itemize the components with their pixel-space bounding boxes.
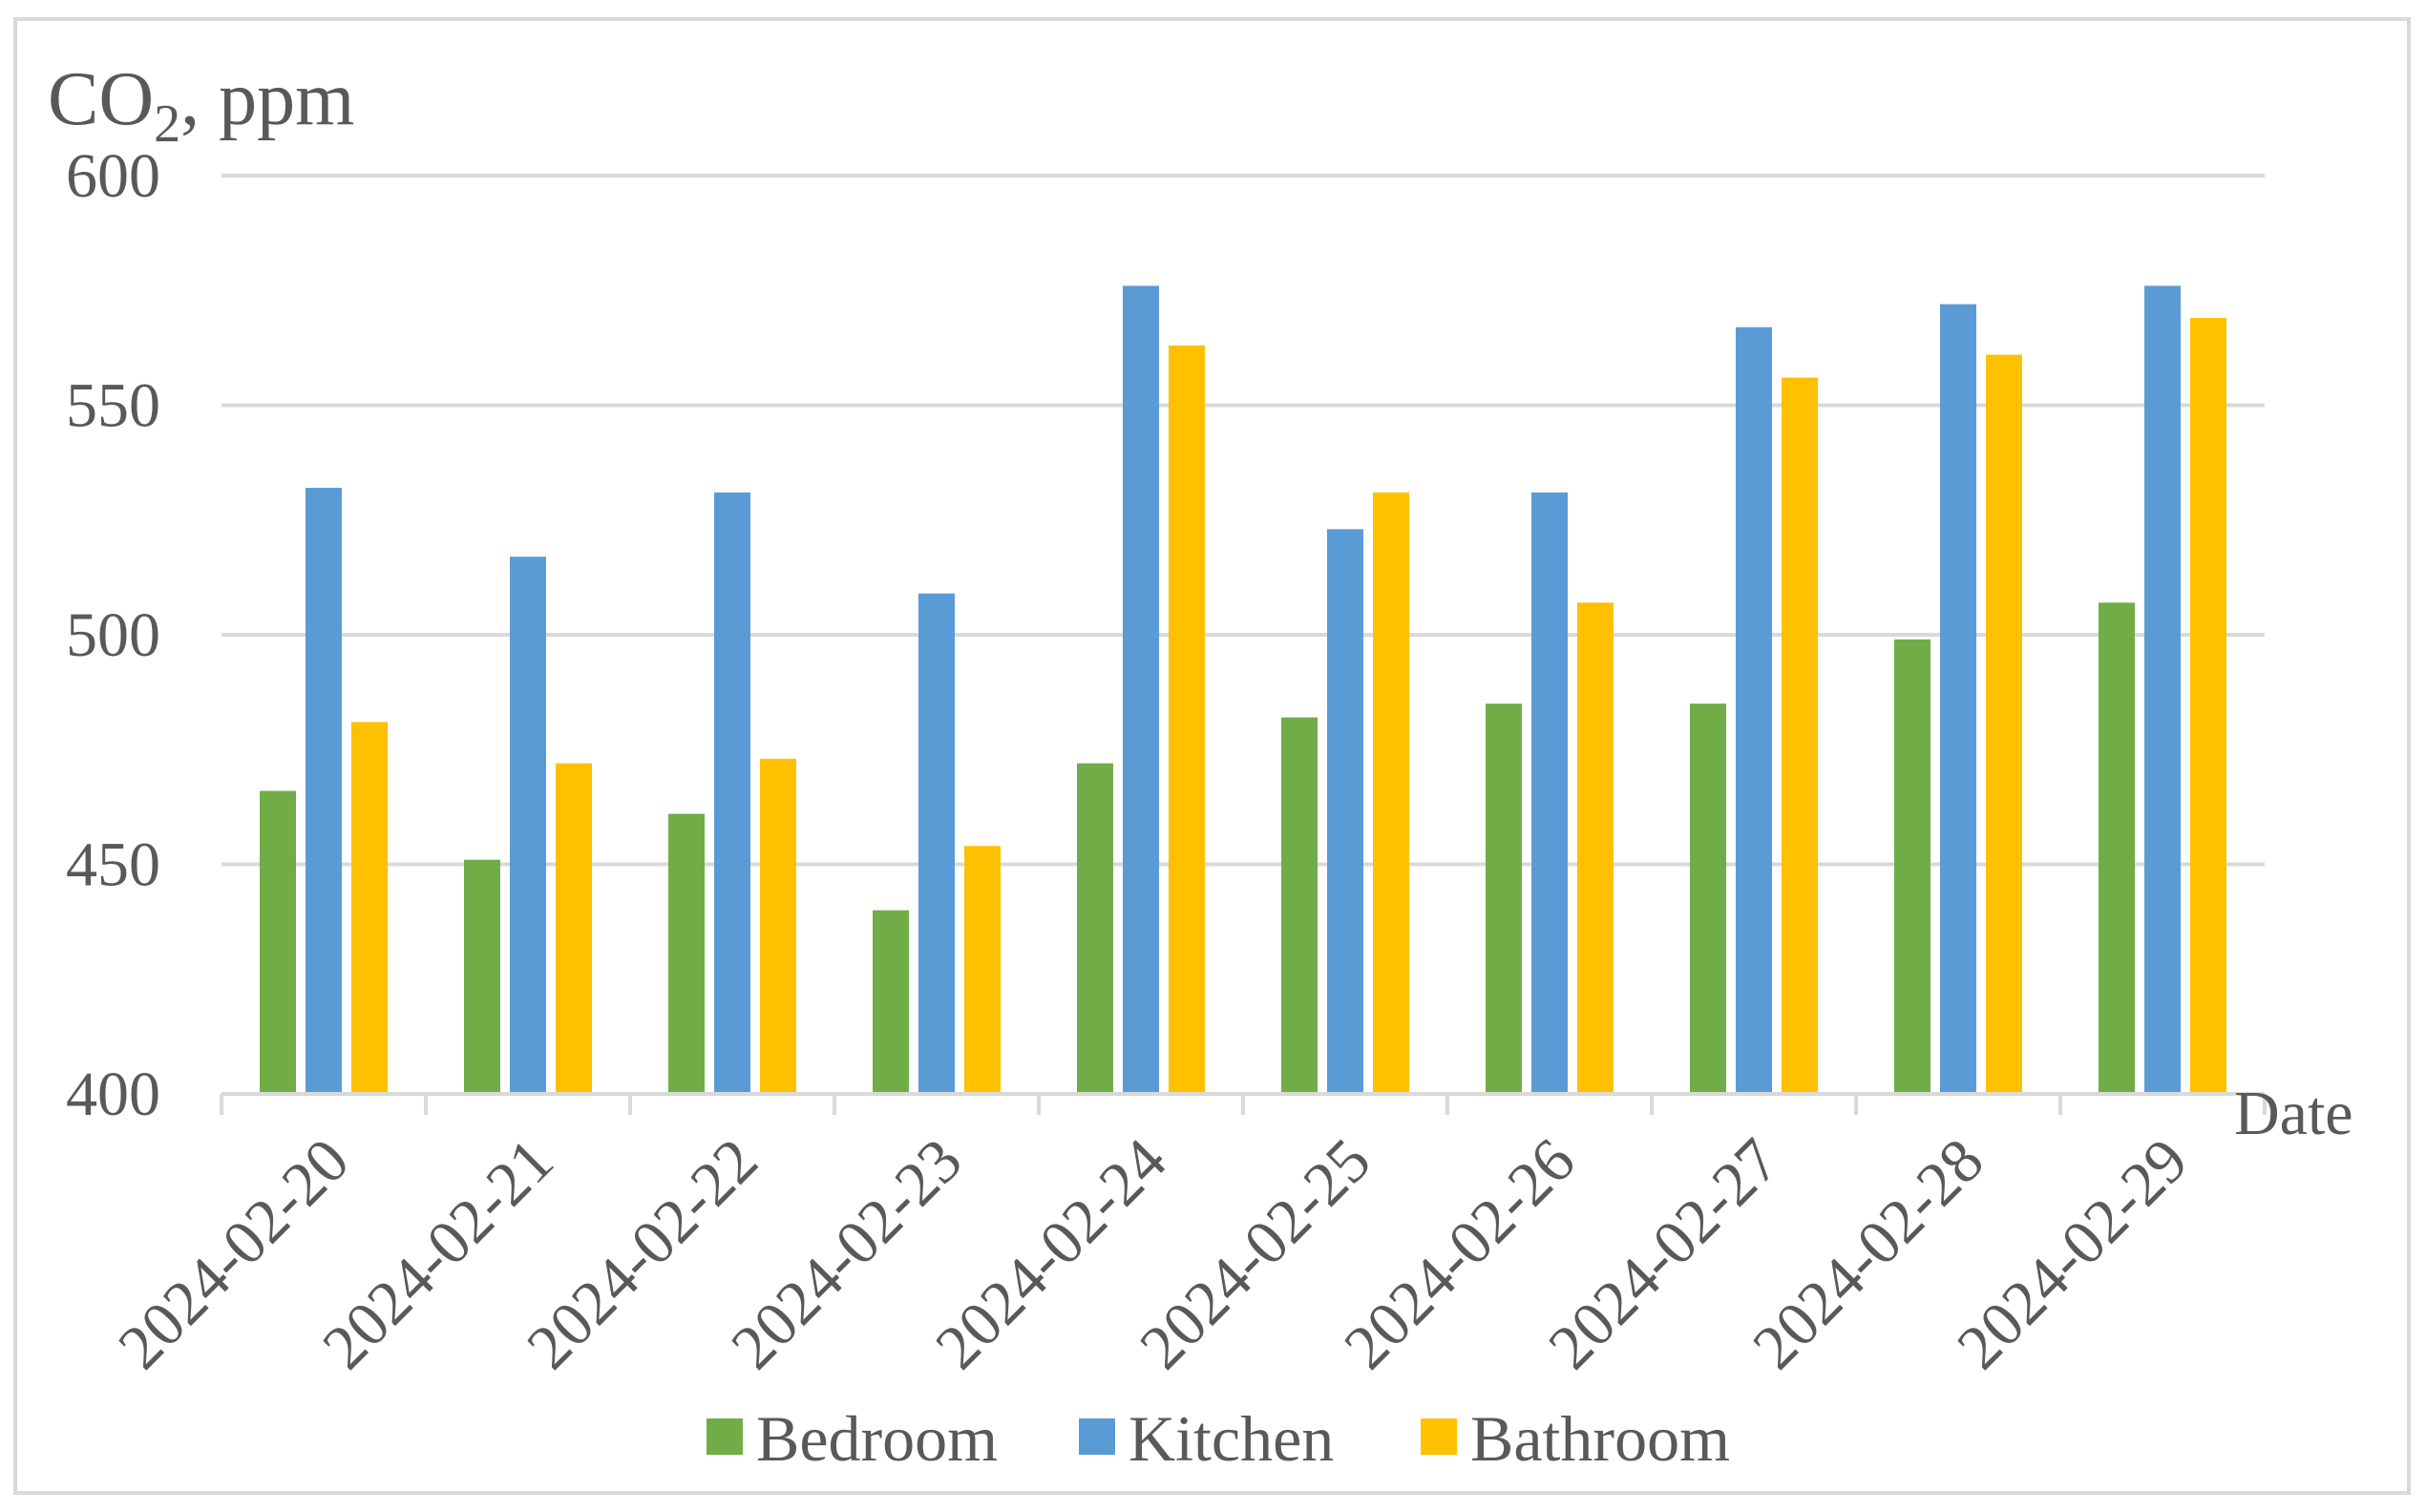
legend-label-bathroom: Bathroom (1470, 1402, 1730, 1475)
bar-bathroom-2024-02-24 (1169, 345, 1205, 1095)
bar-bedroom-2024-02-22 (668, 813, 705, 1094)
legend-swatch-bathroom (1421, 1418, 1457, 1455)
x-axis-title: Date (2234, 1079, 2353, 1148)
bar-kitchen-2024-02-26 (1531, 492, 1568, 1094)
bar-bathroom-2024-02-28 (1986, 354, 2022, 1095)
bar-bathroom-2024-02-22 (760, 758, 796, 1094)
legend-swatch-bedroom (707, 1418, 743, 1455)
x-axis-labels: 2024-02-202024-02-212024-02-222024-02-23… (105, 1125, 2201, 1382)
bar-kitchen-2024-02-21 (510, 556, 546, 1094)
legend-label-kitchen: Kitchen (1129, 1402, 1334, 1475)
chart-title: CO2, ppm (48, 57, 354, 154)
bar-bathroom-2024-02-25 (1373, 492, 1409, 1094)
bar-kitchen-2024-02-28 (1940, 304, 1976, 1094)
bar-bedroom-2024-02-26 (1486, 704, 1522, 1094)
bars (260, 285, 2226, 1095)
y-tick-label: 400 (66, 1060, 160, 1129)
bar-kitchen-2024-02-29 (2144, 285, 2181, 1094)
legend: Bedroom Kitchen Bathroom (707, 1402, 1730, 1475)
bar-kitchen-2024-02-23 (918, 593, 955, 1094)
bar-bedroom-2024-02-27 (1690, 704, 1726, 1094)
bar-bathroom-2024-02-26 (1577, 602, 1614, 1094)
bar-bedroom-2024-02-24 (1077, 763, 1113, 1094)
bar-bedroom-2024-02-28 (1894, 639, 1930, 1094)
bar-bedroom-2024-02-29 (2099, 602, 2135, 1094)
bar-kitchen-2024-02-27 (1736, 326, 1772, 1095)
bar-bathroom-2024-02-20 (351, 722, 388, 1094)
bar-bathroom-2024-02-23 (964, 846, 1001, 1094)
legend-swatch-kitchen (1079, 1418, 1115, 1455)
bar-bedroom-2024-02-20 (260, 790, 296, 1094)
y-tick-label: 500 (66, 600, 160, 670)
y-tick-label: 550 (66, 371, 160, 441)
bar-bathroom-2024-02-21 (556, 763, 592, 1094)
bar-kitchen-2024-02-22 (714, 492, 750, 1094)
legend-label-bedroom: Bedroom (756, 1402, 998, 1475)
bar-kitchen-2024-02-20 (306, 488, 342, 1095)
bar-bedroom-2024-02-23 (873, 910, 909, 1094)
bar-kitchen-2024-02-24 (1123, 285, 1159, 1094)
bar-bedroom-2024-02-25 (1281, 717, 1318, 1094)
bar-kitchen-2024-02-25 (1327, 529, 1363, 1094)
x-axis (220, 1092, 2267, 1115)
y-axis-labels: 400 450 500 550 600 (66, 141, 160, 1129)
bar-bedroom-2024-02-21 (464, 859, 500, 1094)
y-tick-label: 450 (66, 830, 160, 900)
bar-bathroom-2024-02-27 (1782, 377, 1818, 1094)
bar-bathroom-2024-02-29 (2190, 318, 2226, 1094)
y-tick-label: 600 (66, 141, 160, 211)
